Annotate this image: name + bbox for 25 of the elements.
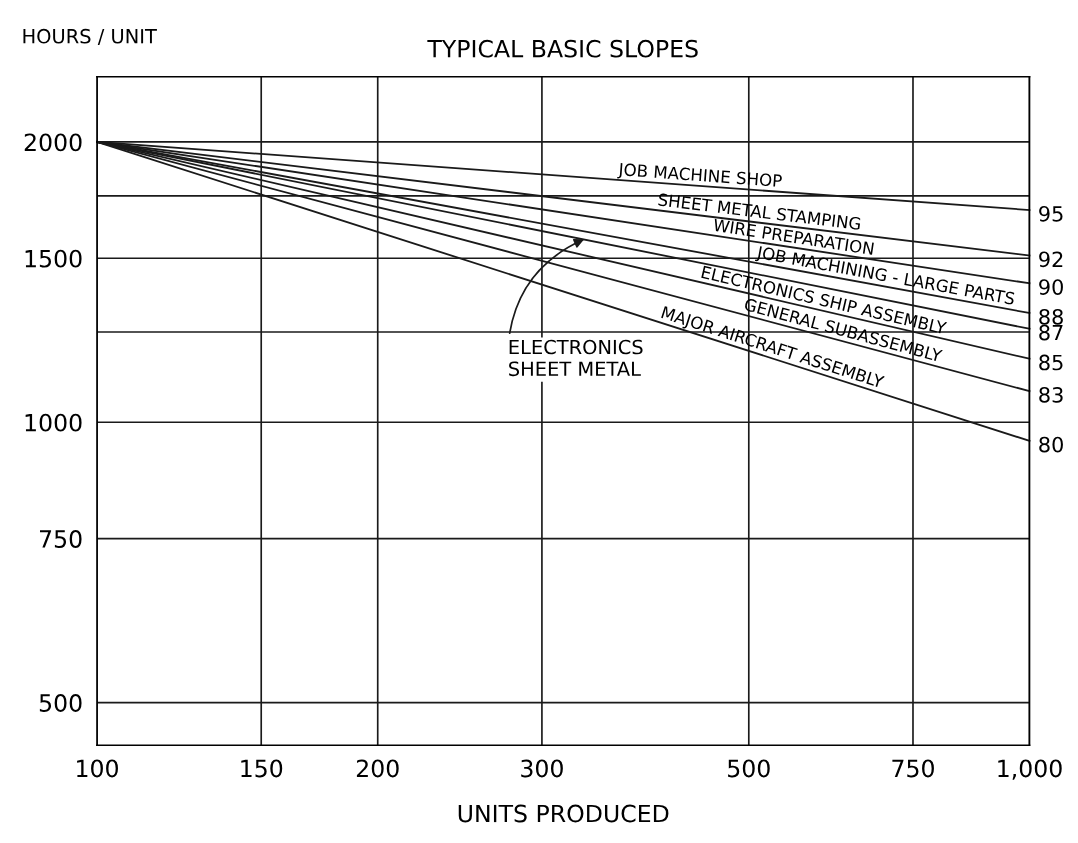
y-tick-label: 500 [39, 694, 82, 712]
y-tick-label: 1500 [25, 249, 82, 268]
x-tick-label: 150 [241, 759, 283, 778]
series-label: 83 [1039, 386, 1063, 403]
series-label: 88 [1039, 308, 1063, 325]
y-tick-label: 2000 [24, 133, 82, 152]
series-label: 92 [1039, 251, 1063, 268]
x-tick-label: 500 [728, 759, 770, 778]
x-tick-label: 750 [892, 759, 934, 778]
chart-title: TYPICAL BASIC SLOPES [427, 39, 698, 58]
series-label: 95 [1039, 205, 1063, 222]
annotation: ELECTRONICS SHEET METAL [509, 339, 643, 377]
y-tick-label: 1000 [25, 413, 82, 432]
annotation: JOB MACHINE SHOP [617, 162, 783, 191]
series-label: 85 [1039, 354, 1063, 371]
x-tick-label: 100 [77, 759, 118, 778]
x-tick-label: 300 [521, 759, 563, 778]
x-tick-label: 1,000 [998, 759, 1062, 780]
y-tick-label: 750 [40, 530, 82, 548]
series-label: 90 [1039, 279, 1063, 295]
x-axis-title: UNITS PRODUCED [458, 804, 669, 823]
series-label: 80 [1039, 436, 1063, 453]
series-label: 87 [1039, 324, 1063, 341]
x-tick-label: 200 [356, 759, 399, 778]
y-axis-title: HOURS / UNIT [23, 28, 157, 46]
